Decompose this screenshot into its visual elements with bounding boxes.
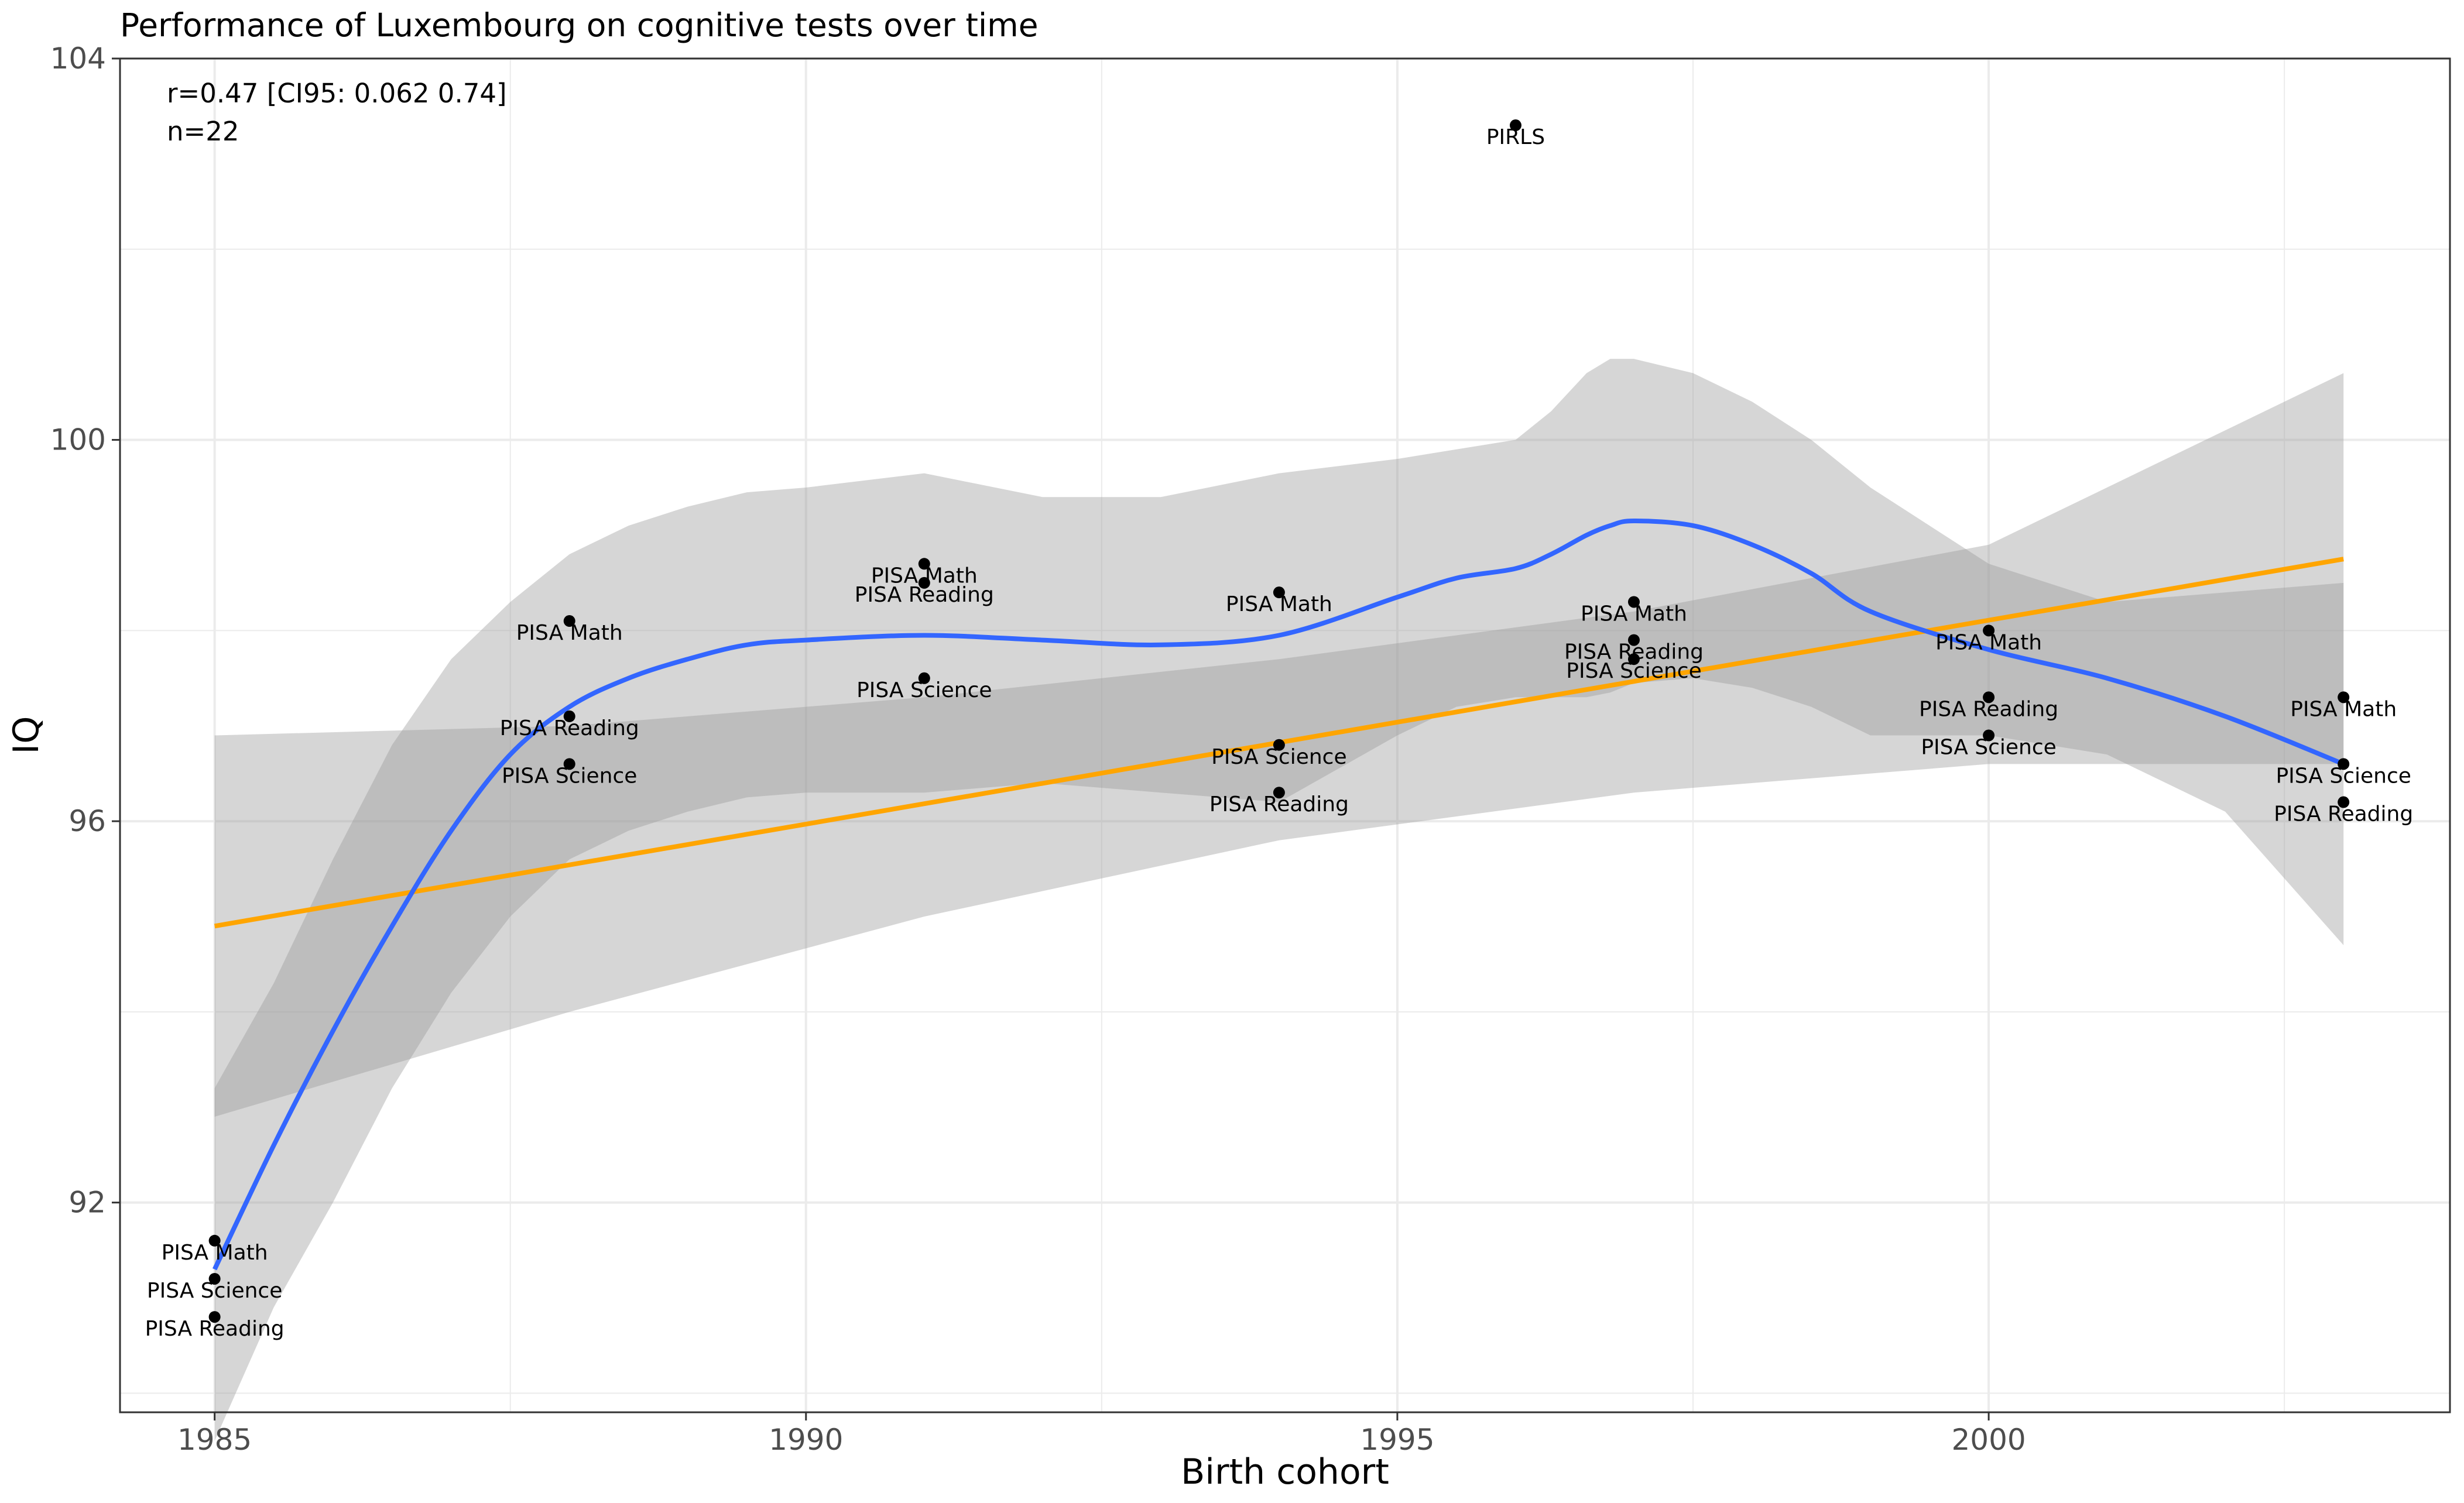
y-tick-label: 96 [68,804,106,838]
data-point-label: PISA Math [516,621,623,645]
data-point-label: PISA Science [502,764,637,788]
x-tick-label: 1995 [1360,1423,1434,1457]
data-point [918,577,930,589]
data-point-label: PISA Math [2290,697,2397,721]
loess-ci-ribbon [214,359,2344,1441]
data-point [1627,653,1640,665]
data-point-label: PISA Reading [1919,697,2058,721]
correlation-annotation: r=0.47 [CI95: 0.062 0.74] [167,78,507,109]
data-point [563,615,575,627]
data-point-label: PISA Reading [2274,802,2413,826]
data-point [1983,729,1995,742]
data-point-label: PISA Science [1211,745,1346,769]
data-point [208,1234,221,1247]
y-axis-ticks: 92 96 100 104 [50,42,120,1220]
data-point-label: PISA Science [1921,736,2056,760]
data-point-label: PISA Science [1566,659,1701,683]
data-point-label: PISA Math [871,564,978,588]
data-point [918,672,930,684]
data-point-label: PISA Math [1581,602,1687,626]
data-point-label: PIRLS [1486,125,1545,149]
data-point-label: PISA Science [856,678,992,702]
data-point-label: PISA Science [147,1279,282,1303]
data-point-label: PISA Reading [500,716,639,740]
x-axis-ticks: 1985 1990 1995 2000 [177,1412,2026,1457]
data-point [2338,796,2350,808]
loess-fit-line [213,518,2345,1271]
data-point [1627,634,1640,646]
x-tick-label: 2000 [1951,1423,2026,1457]
chart-title: Performance of Luxembourg on cognitive t… [120,6,1039,44]
data-point [2338,758,2350,770]
data-point [563,710,575,722]
data-point [208,1272,221,1285]
data-point [563,758,575,770]
data-point [1627,596,1640,608]
y-axis-title: IQ [6,716,47,754]
data-point [208,1311,221,1323]
y-tick-label: 104 [50,42,106,76]
data-point [1273,586,1285,599]
data-point-label: PISA Math [1226,592,1332,616]
data-point-label: PISA Reading [855,583,994,607]
data-point [918,558,930,570]
data-point-label: PISA Math [162,1241,268,1265]
data-point [2338,691,2350,704]
data-point [1983,691,1995,704]
data-point-label: PISA Science [2275,764,2411,788]
x-tick-label: 1990 [769,1423,843,1457]
x-tick-label: 1985 [177,1423,252,1457]
data-point [1273,787,1285,799]
y-tick-label: 100 [50,423,106,457]
data-point-label: PISA Math [1935,630,2042,654]
data-points [208,119,2350,1323]
loess-fit-ci-band [214,359,2344,1441]
data-point [1273,739,1285,751]
data-point [1509,119,1521,132]
plot-panel-border [119,57,2451,1413]
data-point-label: PISA Reading [1564,640,1704,664]
data-point-label: PISA Reading [1209,792,1349,816]
y-tick-label: 92 [68,1186,106,1220]
sample-size-annotation: n=22 [167,116,239,147]
data-point [1983,624,1995,637]
x-axis-title: Birth cohort [1181,1451,1389,1492]
data-point-label: PISA Reading [145,1317,285,1341]
